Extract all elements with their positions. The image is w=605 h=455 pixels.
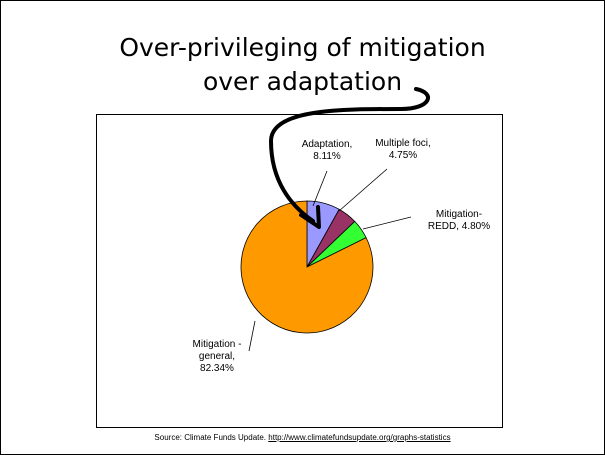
source-link[interactable]: http://www.climatefundsupdate.org/graphs… [268, 433, 451, 442]
source-prefix: Source: Climate Funds Update. [154, 433, 269, 442]
title-line-2: over adaptation [202, 67, 403, 96]
annotation-arrow-head [299, 205, 321, 229]
leader-line-4 [248, 320, 256, 352]
pie-slice-mitigation-general [240, 200, 374, 334]
data-label-multiple-foci: Multiple foci, 4.75% [375, 138, 431, 161]
title-line-1: Over-privileging of mitigation [119, 33, 486, 62]
annotation-arrow [268, 87, 430, 223]
data-label-mitigation-redd: Mitigation-REDD, 4.80% [428, 209, 490, 232]
data-label-adaptation: Adaptation, 8.11% [302, 139, 353, 162]
leader-line-3 [362, 216, 412, 230]
source-note: Source: Climate Funds Update. http://www… [1, 433, 604, 442]
slide-title: Over-privileging of mitigation over adap… [1, 31, 604, 99]
data-label-mitigation-general: Mitigation -general, 82.34% [193, 339, 242, 374]
leader-line-1 [312, 170, 328, 207]
leader-line-2 [338, 168, 388, 212]
